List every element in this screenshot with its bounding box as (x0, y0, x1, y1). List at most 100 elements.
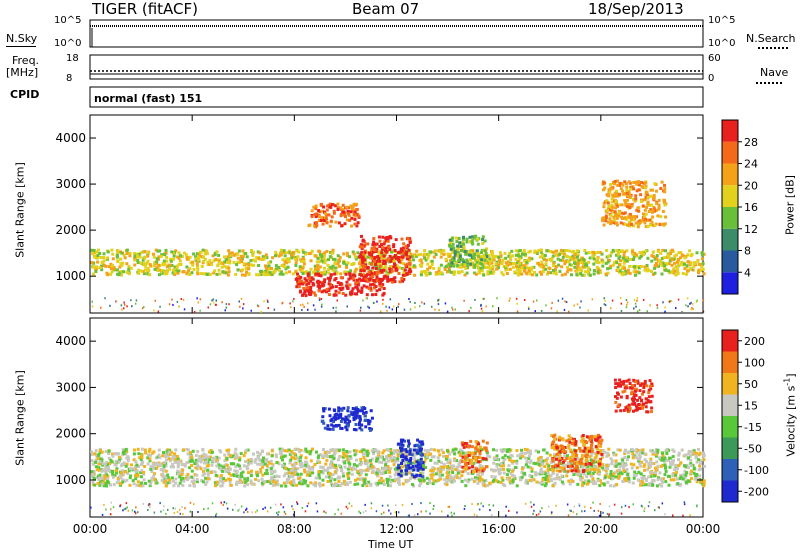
velocity-cell (555, 473, 559, 477)
velocity-cell (149, 453, 153, 457)
power-noise (266, 299, 269, 302)
power-cell (483, 261, 487, 265)
velocity-cell (458, 459, 462, 463)
velocity-cell (341, 455, 345, 459)
velocity-cell (149, 482, 152, 486)
power-cell (649, 208, 653, 212)
power-cell (629, 257, 632, 261)
power-cell (309, 267, 313, 271)
power-noise (267, 307, 269, 310)
power-cell (449, 241, 452, 245)
power-cell (343, 271, 347, 275)
velocity-cell (515, 449, 519, 453)
velocity-cell (452, 459, 456, 463)
velocity-cell (136, 473, 140, 477)
velocity-cell (441, 451, 445, 455)
velocity-cell (260, 449, 264, 453)
power-cell (578, 268, 582, 272)
power-cell (147, 269, 151, 273)
velocity-cell (505, 473, 509, 477)
velocity-cell (432, 448, 436, 452)
velocity-cell (467, 478, 471, 482)
power-cell (702, 272, 706, 276)
power-cell (507, 254, 511, 258)
velocity-cell (214, 460, 218, 464)
velocity-cell (527, 451, 531, 455)
velocity-cell (414, 452, 418, 456)
power-cell (370, 262, 373, 266)
velocity-cell (340, 482, 344, 486)
velocity-cell (298, 481, 301, 485)
power-cell (696, 259, 700, 263)
power-cell (383, 240, 387, 244)
power-cell (413, 273, 417, 277)
power-cell (428, 272, 432, 275)
power-cell (294, 256, 298, 260)
power-cell (670, 263, 674, 267)
velocity-cell (102, 484, 106, 488)
power-noise (564, 300, 566, 303)
power-cell (146, 259, 150, 263)
velocity-cell (290, 449, 294, 453)
velocity-cell (209, 449, 213, 452)
velocity-cell (174, 477, 178, 481)
power-cell (322, 266, 326, 270)
power-cell (330, 203, 334, 207)
power-noise (289, 302, 291, 305)
velocity-cell (546, 479, 550, 483)
velocity-cell (173, 455, 177, 459)
power-cell (327, 282, 331, 286)
velocity-cell (334, 466, 338, 470)
velocity-cell (499, 464, 503, 468)
power-cell (573, 265, 577, 269)
velocity-cell (311, 447, 314, 451)
power-cell (271, 256, 275, 260)
power-cell (649, 188, 653, 192)
velocity-cell (506, 450, 509, 453)
velocity-cell (690, 451, 694, 454)
power-cell (474, 258, 477, 262)
power-cell (437, 268, 441, 272)
velocity-cell (460, 474, 464, 478)
velocity-cell (388, 470, 392, 474)
velocity-cell (612, 484, 616, 488)
power-cell (323, 278, 327, 282)
power-cell (382, 292, 386, 296)
velocity-cell (679, 461, 683, 465)
power-cell (180, 255, 184, 259)
velocity-cell (183, 464, 187, 468)
velocity-cell (524, 478, 528, 482)
velocity-cell (313, 481, 317, 485)
power-noise (397, 305, 399, 308)
velocity-cell (679, 473, 683, 477)
velocity-cell (147, 449, 151, 453)
velocity-cell (317, 470, 321, 474)
velocity-cell (384, 463, 388, 467)
velocity-cell (111, 472, 115, 476)
velocity-cell (195, 473, 199, 477)
power-cell (509, 258, 513, 261)
velocity-cell (365, 450, 369, 453)
power-cell (585, 263, 589, 267)
velocity-cell (492, 479, 495, 483)
power-cell (540, 272, 543, 276)
power-cell (315, 260, 319, 264)
power-cell (361, 245, 365, 249)
power-cell (125, 262, 129, 266)
velocity-cell (411, 448, 415, 452)
power-cell (554, 268, 557, 272)
velocity-cell (269, 466, 273, 470)
power-cell (326, 276, 330, 280)
velocity-cell (614, 461, 618, 465)
power-cell (530, 257, 534, 261)
power-cell (633, 215, 637, 219)
power-cell (677, 258, 680, 261)
power-cell (649, 194, 653, 198)
power-cell (355, 224, 359, 228)
power-cell (661, 222, 665, 226)
velocity-cell (116, 476, 120, 480)
power-cell (153, 267, 157, 271)
velocity-cell (393, 460, 397, 464)
velocity-cell (161, 469, 165, 473)
power-cell (604, 272, 608, 276)
